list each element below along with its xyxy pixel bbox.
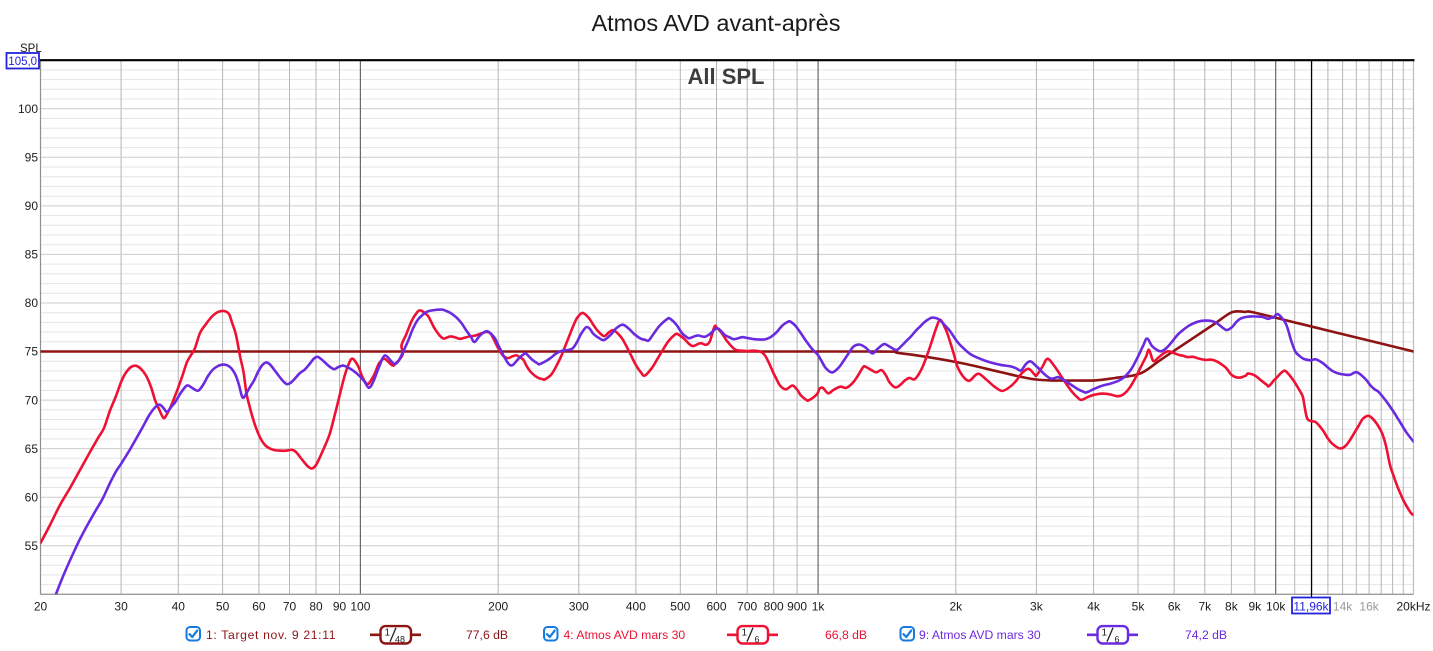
svg-text:1: Target nov. 9 21:11: 1: Target nov. 9 21:11 [206,628,336,642]
svg-text:400: 400 [626,600,646,614]
svg-text:2k: 2k [949,600,963,614]
svg-text:700: 700 [737,600,757,614]
svg-text:800: 800 [764,600,784,614]
svg-text:40: 40 [172,600,186,614]
svg-text:95: 95 [25,151,39,165]
svg-text:105,0: 105,0 [8,56,37,68]
svg-text:60: 60 [25,490,39,504]
svg-text:4k: 4k [1087,600,1101,614]
svg-text:55: 55 [25,539,39,553]
svg-text:6: 6 [755,634,760,644]
svg-text:10k: 10k [1266,600,1286,614]
svg-text:1: 1 [385,627,391,638]
svg-text:6k: 6k [1168,600,1182,614]
svg-text:3k: 3k [1030,600,1044,614]
svg-text:80: 80 [25,296,39,310]
svg-text:SPL: SPL [20,43,42,55]
svg-text:6: 6 [1115,634,1120,644]
svg-text:65: 65 [25,442,39,456]
svg-text:16k: 16k [1359,600,1379,614]
svg-text:74,2 dB: 74,2 dB [1185,628,1227,642]
svg-text:500: 500 [670,600,690,614]
svg-text:11,96k: 11,96k [1293,600,1329,614]
svg-text:1: 1 [742,627,748,638]
svg-text:200: 200 [488,600,508,614]
svg-text:70: 70 [25,393,39,407]
svg-text:14k: 14k [1333,600,1353,614]
svg-text:600: 600 [706,600,726,614]
svg-text:All SPL: All SPL [687,64,764,89]
svg-text:Atmos AVD avant-après: Atmos AVD avant-après [591,10,840,36]
svg-text:70: 70 [283,600,297,614]
svg-text:5k: 5k [1132,600,1146,614]
svg-text:1k: 1k [812,600,826,614]
svg-text:66,8 dB: 66,8 dB [825,628,867,642]
svg-text:30: 30 [114,600,128,614]
svg-text:75: 75 [25,345,39,359]
svg-text:80: 80 [309,600,323,614]
svg-text:8k: 8k [1225,600,1239,614]
svg-text:90: 90 [333,600,347,614]
svg-text:300: 300 [569,600,589,614]
svg-text:90: 90 [25,199,39,213]
svg-text:4: Atmos AVD mars 30: 4: Atmos AVD mars 30 [564,628,686,642]
svg-text:9: Atmos AVD mars 30: 9: Atmos AVD mars 30 [919,628,1041,642]
svg-text:7k: 7k [1198,600,1212,614]
svg-text:85: 85 [25,248,39,262]
svg-text:1: 1 [1102,627,1108,638]
svg-text:100: 100 [350,600,370,614]
svg-text:900: 900 [787,600,807,614]
svg-text:20kHz: 20kHz [1396,600,1430,614]
svg-text:100: 100 [18,102,38,116]
svg-text:20: 20 [34,600,48,614]
svg-text:77,6 dB: 77,6 dB [466,628,508,642]
svg-text:50: 50 [216,600,230,614]
svg-text:48: 48 [395,634,405,644]
svg-text:60: 60 [252,600,266,614]
svg-text:9k: 9k [1248,600,1262,614]
